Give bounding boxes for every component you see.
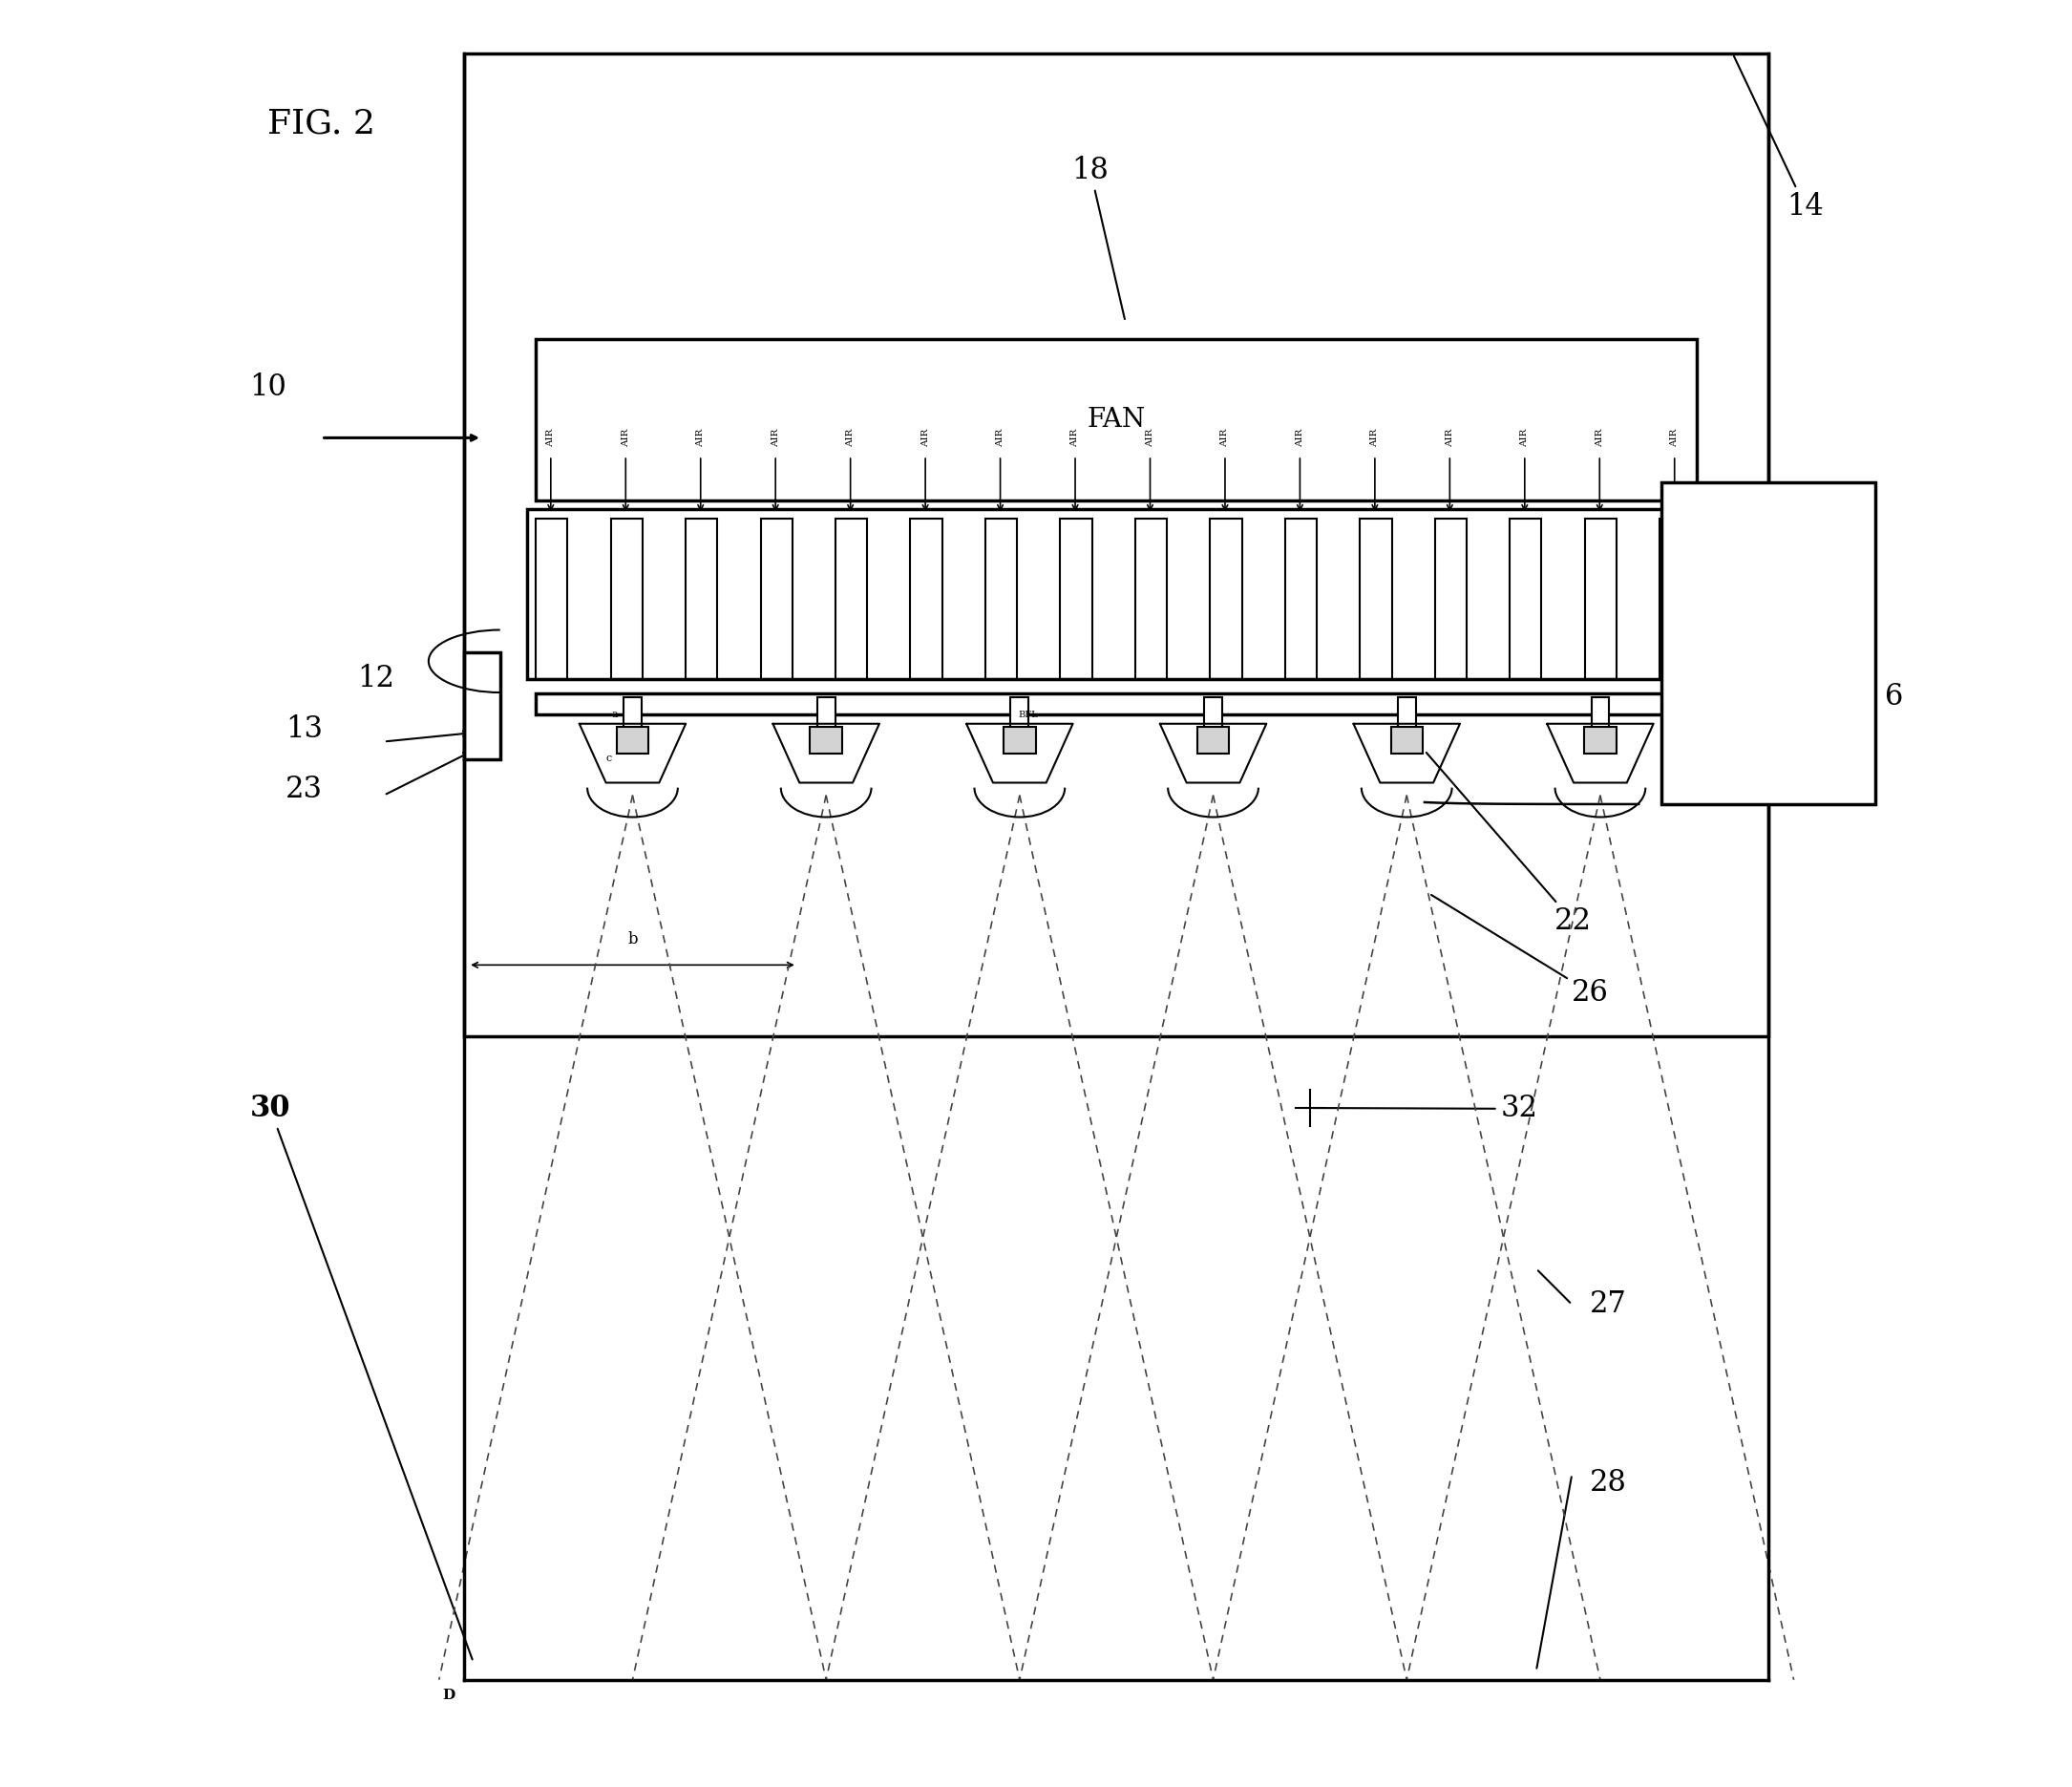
Bar [1591, 697, 1610, 742]
Text: AIR: AIR [997, 429, 1005, 447]
Text: 12: 12 [356, 665, 394, 693]
Bar [1011, 697, 1028, 742]
Bar [816, 697, 835, 742]
Text: D: D [443, 1689, 456, 1701]
Text: AIR: AIR [922, 429, 930, 447]
Bar [1585, 518, 1616, 679]
Bar [624, 697, 642, 742]
Text: POWER
SUPPLY
-AND-
CONTROLLER: POWER SUPPLY -AND- CONTROLLER [1703, 600, 1834, 686]
Bar [537, 340, 1697, 500]
Text: 10: 10 [249, 372, 286, 402]
Text: FIG. 2: FIG. 2 [267, 107, 375, 139]
Bar [1434, 518, 1467, 679]
Bar [1585, 727, 1616, 754]
Bar [1061, 518, 1092, 679]
Bar [1660, 518, 1691, 679]
Text: 20: 20 [1753, 513, 1823, 597]
Bar [464, 652, 499, 759]
Bar [986, 518, 1017, 679]
Bar [617, 727, 649, 754]
Bar [1285, 518, 1318, 679]
Text: AIR: AIR [1595, 429, 1604, 447]
Text: 26: 26 [1432, 895, 1610, 1008]
Bar [1198, 727, 1229, 754]
Bar [1135, 518, 1167, 679]
Text: AIR: AIR [1071, 429, 1080, 447]
Bar [526, 509, 1705, 679]
Text: AIR: AIR [1446, 429, 1455, 447]
Text: 18: 18 [1071, 155, 1125, 320]
Bar [537, 693, 1697, 715]
Bar [1390, 727, 1423, 754]
Bar [1204, 697, 1222, 742]
Text: 27: 27 [1589, 1290, 1627, 1319]
Text: AIR: AIR [771, 429, 779, 447]
Bar [537, 518, 568, 679]
Bar [686, 518, 717, 679]
Bar [464, 54, 1769, 1036]
Text: 28: 28 [1589, 1469, 1627, 1498]
Text: 14: 14 [1734, 55, 1823, 222]
Text: 32: 32 [1312, 1094, 1537, 1124]
Text: AIR: AIR [622, 429, 630, 447]
Bar [1662, 482, 1875, 804]
Text: AIR: AIR [1370, 429, 1380, 447]
Text: AIR: AIR [1521, 429, 1529, 447]
Bar [760, 518, 792, 679]
Bar [1510, 518, 1542, 679]
Bar [611, 518, 642, 679]
Text: b: b [628, 931, 638, 947]
Bar [910, 518, 943, 679]
Text: 30: 30 [251, 1094, 472, 1660]
Text: AIR: AIR [547, 429, 555, 447]
Text: 13: 13 [286, 715, 323, 743]
Text: 6: 6 [1886, 683, 1902, 711]
Bar [1399, 697, 1415, 742]
Text: 23: 23 [286, 776, 323, 804]
Bar [835, 518, 868, 679]
Bar [1003, 727, 1036, 754]
Text: AIR: AIR [1295, 429, 1303, 447]
Text: c: c [607, 754, 611, 763]
Text: AIR: AIR [1220, 429, 1229, 447]
Text: AIR: AIR [1670, 429, 1678, 447]
Text: FAN: FAN [1088, 407, 1146, 432]
Text: AIR: AIR [1146, 429, 1154, 447]
Text: AIR: AIR [845, 429, 856, 447]
Bar [1210, 518, 1241, 679]
Text: AIR: AIR [696, 429, 704, 447]
Text: 22: 22 [1426, 752, 1591, 936]
Text: BFL: BFL [1019, 711, 1038, 718]
Text: a: a [611, 709, 617, 720]
Bar [1359, 518, 1392, 679]
Bar [810, 727, 841, 754]
